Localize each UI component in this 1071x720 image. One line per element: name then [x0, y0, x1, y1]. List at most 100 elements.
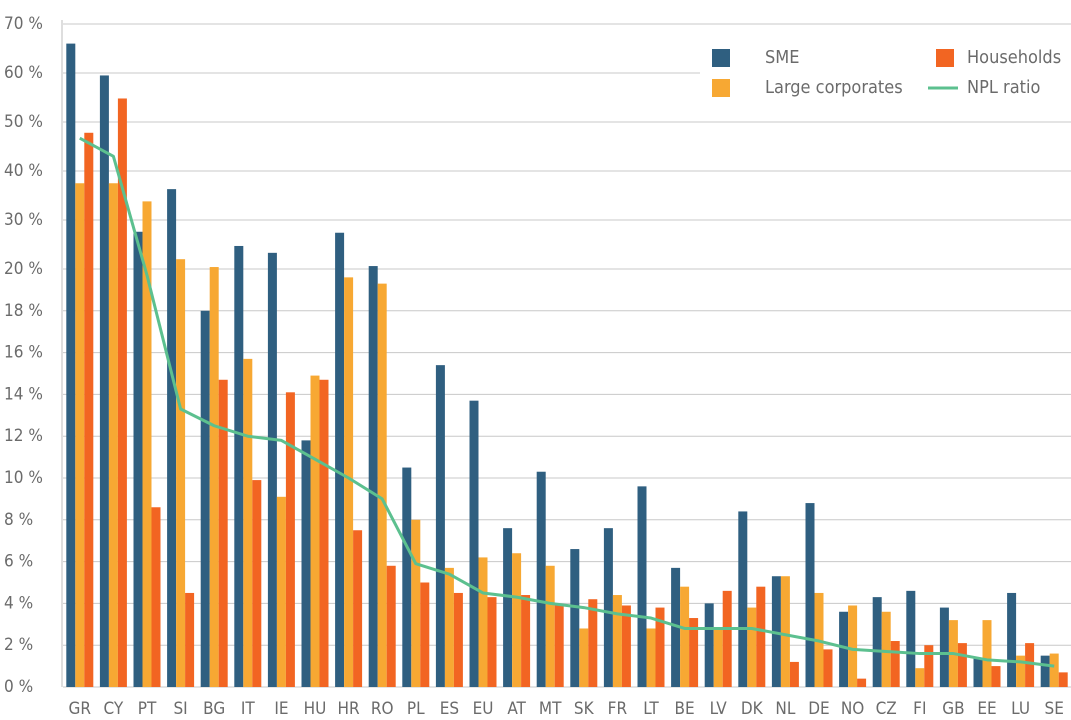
- bar: [209, 267, 219, 687]
- bar: [1025, 643, 1035, 687]
- bar: [276, 496, 286, 687]
- bar: [603, 528, 613, 687]
- bar: [99, 75, 109, 687]
- y-tick-label: 6 %: [4, 552, 33, 572]
- bar: [1058, 672, 1068, 687]
- bar: [377, 283, 387, 687]
- bar: [151, 507, 161, 687]
- bar: [234, 245, 244, 687]
- x-tick-label: FR: [608, 699, 628, 719]
- bar: [353, 530, 363, 687]
- x-tick-label: BG: [203, 699, 225, 719]
- x-tick-label: LU: [1011, 699, 1030, 719]
- bar: [368, 266, 378, 687]
- bar: [310, 375, 320, 687]
- bar: [503, 528, 513, 687]
- bar: [545, 565, 555, 687]
- legend-swatch: [712, 79, 730, 97]
- bar: [872, 597, 882, 687]
- x-tick-label: RO: [371, 699, 394, 719]
- y-tick-label: 8 %: [4, 510, 33, 530]
- bar: [973, 657, 983, 687]
- bar: [671, 567, 681, 687]
- x-tick-label: ES: [440, 699, 459, 719]
- x-tick-label: BE: [675, 699, 695, 719]
- bar: [453, 592, 463, 687]
- x-tick-label: SK: [574, 699, 595, 719]
- bar: [411, 519, 421, 687]
- bar: [747, 607, 757, 687]
- bar: [805, 503, 815, 687]
- bar: [890, 641, 900, 687]
- y-tick-label: 20 %: [4, 259, 43, 279]
- legend-label: SME: [765, 47, 800, 68]
- x-tick-label: IT: [241, 699, 256, 719]
- bar: [84, 132, 94, 687]
- x-tick-label: NO: [841, 699, 864, 719]
- bar: [881, 611, 891, 687]
- bar: [646, 628, 656, 687]
- bar: [991, 666, 1001, 687]
- x-tick-label: EU: [473, 699, 494, 719]
- bar: [570, 549, 580, 687]
- bar: [117, 98, 127, 688]
- bar: [444, 567, 454, 687]
- bar: [939, 607, 949, 687]
- bar: [579, 628, 589, 687]
- legend-label: Households: [967, 47, 1061, 68]
- bar: [655, 607, 665, 687]
- bar: [713, 628, 723, 687]
- bar: [487, 597, 497, 687]
- bar: [738, 511, 748, 687]
- x-tick-label: DK: [741, 699, 764, 719]
- y-tick-label: 40 %: [4, 161, 43, 181]
- bar: [1016, 655, 1026, 687]
- bar: [301, 440, 311, 687]
- bar: [823, 649, 833, 687]
- bar: [1049, 653, 1059, 687]
- bar: [621, 605, 631, 687]
- x-tick-label: GR: [69, 699, 92, 719]
- bar: [66, 43, 76, 688]
- x-tick-label: LT: [643, 699, 659, 719]
- bar: [637, 486, 647, 687]
- bar: [848, 605, 858, 687]
- legend-bg: [700, 30, 1071, 112]
- x-tick-label: IE: [274, 699, 288, 719]
- bar: [243, 358, 253, 687]
- y-tick-label: 12 %: [4, 426, 43, 446]
- bar: [789, 661, 799, 687]
- x-tick-label: NL: [775, 699, 795, 719]
- x-tick-label: PT: [138, 699, 157, 719]
- x-tick-label: LV: [710, 699, 728, 719]
- y-tick-label: 70 %: [4, 14, 43, 34]
- npl-line: [79, 136, 1055, 668]
- y-tick-label: 4 %: [4, 593, 33, 613]
- bar: [142, 201, 152, 687]
- x-tick-label: SI: [173, 699, 187, 719]
- bar: [982, 620, 992, 687]
- x-tick-label: CY: [104, 699, 124, 719]
- bar: [167, 189, 177, 687]
- bar: [469, 400, 479, 687]
- bar: [689, 618, 699, 687]
- bar: [200, 310, 210, 687]
- y-tick-label: 2 %: [4, 635, 33, 655]
- bar: [335, 232, 345, 688]
- bar: [612, 595, 622, 687]
- bar: [402, 467, 412, 687]
- bar: [924, 645, 934, 687]
- y-tick-label: 16 %: [4, 343, 43, 363]
- x-tick-label: DE: [808, 699, 829, 719]
- bar: [435, 365, 445, 687]
- x-tick-label: EE: [977, 699, 996, 719]
- x-tick-label: PL: [407, 699, 425, 719]
- bar: [252, 480, 262, 687]
- bar: [957, 643, 967, 687]
- x-tick-label: MT: [539, 699, 562, 719]
- bar: [588, 599, 598, 687]
- bar: [386, 565, 396, 687]
- x-tick-label: HU: [304, 699, 327, 719]
- bar: [839, 611, 849, 687]
